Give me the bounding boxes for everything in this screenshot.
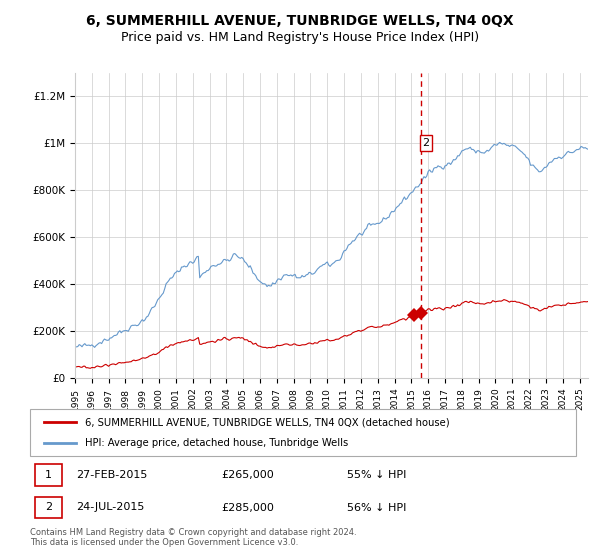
Text: 1: 1 — [45, 470, 52, 480]
Text: 55% ↓ HPI: 55% ↓ HPI — [347, 470, 406, 480]
Text: £265,000: £265,000 — [221, 470, 274, 480]
Text: 2: 2 — [422, 138, 430, 148]
FancyBboxPatch shape — [35, 464, 62, 486]
Text: 6, SUMMERHILL AVENUE, TUNBRIDGE WELLS, TN4 0QX (detached house): 6, SUMMERHILL AVENUE, TUNBRIDGE WELLS, T… — [85, 417, 449, 427]
FancyBboxPatch shape — [30, 409, 576, 456]
Text: 24-JUL-2015: 24-JUL-2015 — [76, 502, 145, 512]
FancyBboxPatch shape — [35, 497, 62, 519]
Text: 27-FEB-2015: 27-FEB-2015 — [76, 470, 148, 480]
Text: Price paid vs. HM Land Registry's House Price Index (HPI): Price paid vs. HM Land Registry's House … — [121, 31, 479, 44]
Text: 6, SUMMERHILL AVENUE, TUNBRIDGE WELLS, TN4 0QX: 6, SUMMERHILL AVENUE, TUNBRIDGE WELLS, T… — [86, 14, 514, 28]
Text: Contains HM Land Registry data © Crown copyright and database right 2024.
This d: Contains HM Land Registry data © Crown c… — [30, 528, 356, 547]
Text: HPI: Average price, detached house, Tunbridge Wells: HPI: Average price, detached house, Tunb… — [85, 438, 348, 448]
Text: 56% ↓ HPI: 56% ↓ HPI — [347, 502, 406, 512]
Text: £285,000: £285,000 — [221, 502, 274, 512]
Text: 2: 2 — [45, 502, 52, 512]
